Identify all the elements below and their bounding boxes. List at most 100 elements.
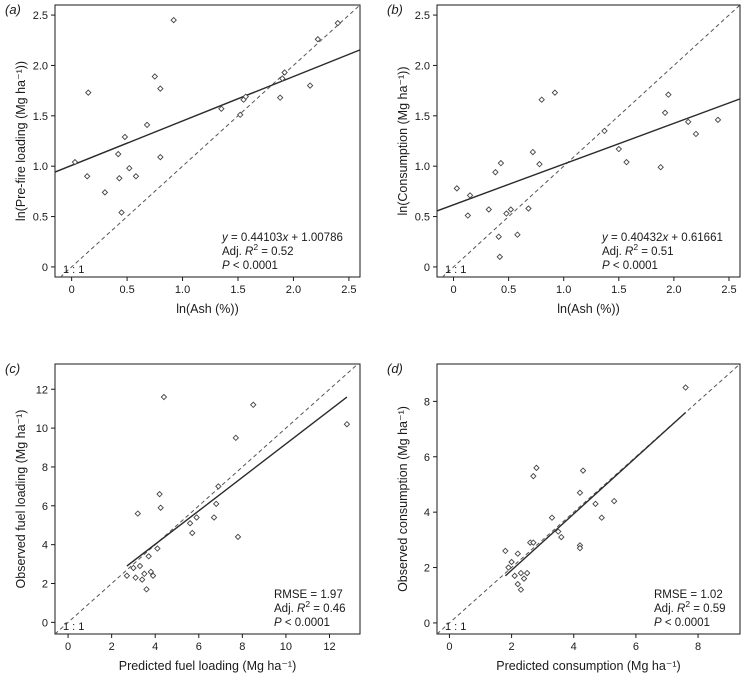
data-point (130, 564, 137, 572)
data-point (143, 121, 151, 129)
panel-d: 0 2 4 6 8 0 2 4 6 8 Predicted consumption (Mg ha⁻¹… (387, 361, 741, 673)
adj-r2-value: Adj. R2 = 0.59 (654, 599, 726, 615)
x-tick-label: 6 (633, 641, 639, 653)
data-point (154, 545, 161, 552)
data-point (533, 464, 540, 472)
plot-frame (436, 4, 741, 278)
x-tick-label: 1.0 (556, 284, 571, 296)
data-point (558, 533, 565, 541)
data-point (250, 401, 257, 409)
data-point (548, 514, 556, 521)
data-point (136, 562, 144, 570)
x-tick-label: 0 (65, 641, 71, 653)
y-tick-label: 2 (42, 578, 48, 590)
data-point (143, 586, 150, 593)
data-point (665, 91, 672, 98)
data-point (121, 133, 129, 141)
x-tick-label: 0 (450, 284, 456, 296)
data-point (210, 514, 218, 521)
data-point (657, 163, 664, 171)
y-tick-label: 8 (424, 396, 430, 408)
x-tick-label: 6 (196, 641, 202, 653)
data-point (576, 544, 584, 552)
y-tick-label: 6 (42, 501, 48, 513)
x-tick-label: 0.5 (501, 284, 516, 296)
data-point (234, 533, 242, 541)
data-point (236, 111, 244, 119)
data-point (215, 483, 222, 490)
data-point (276, 94, 284, 101)
line-layer (55, 5, 360, 277)
data-point (145, 553, 152, 560)
data-point (156, 490, 163, 498)
y-tick-label: 1.5 (33, 111, 48, 123)
data-point (160, 393, 168, 401)
data-point (496, 253, 504, 261)
data-point (601, 127, 608, 135)
data-point (242, 93, 250, 100)
data-point (507, 206, 515, 213)
data-point (157, 153, 164, 161)
data-point (610, 497, 618, 505)
data-point (189, 529, 196, 537)
data-point (505, 564, 512, 571)
data-point (623, 158, 630, 166)
y-tick-label: 2.5 (415, 10, 430, 22)
data-point (232, 434, 240, 442)
data-point (502, 547, 509, 555)
data-point (530, 472, 537, 480)
data-point (692, 130, 700, 138)
data-point (123, 572, 131, 579)
x-tick-label: 0.5 (119, 284, 134, 296)
data-point (453, 185, 461, 192)
y-tick-label: 1.0 (415, 161, 430, 173)
data-point (466, 192, 474, 199)
rmse-value: RMSE = 1.97 (274, 589, 343, 601)
x-tick-label: 10 (280, 641, 292, 653)
data-point (592, 500, 599, 508)
panel-label: (d) (387, 361, 403, 376)
y-tick-label: 4 (42, 540, 48, 552)
y-tick-label: 12 (36, 384, 48, 396)
rmse-value: RMSE = 1.02 (654, 589, 723, 601)
x-tick-label: 2.0 (666, 284, 681, 296)
x-tick-label: 4 (152, 641, 158, 653)
x-tick-label: 12 (323, 641, 335, 653)
panel-label: (a) (5, 2, 21, 17)
y-tick-label: 2.0 (33, 60, 48, 72)
data-point (661, 109, 669, 117)
x-axis-label: ln(Ash (%)) (557, 302, 620, 316)
data-point (71, 158, 79, 166)
adj-r2-value: Adj. R2 = 0.46 (274, 599, 346, 615)
y-tick-label: 8 (42, 462, 48, 474)
p-value: P < 0.0001 (274, 617, 330, 629)
data-point (126, 164, 133, 172)
x-tick-label: 2 (509, 641, 515, 653)
data-point (281, 69, 288, 76)
data-point (485, 206, 493, 213)
regression-equation: y = 0.40432x + 0.61661 (601, 232, 723, 244)
y-tick-label: 2 (424, 563, 430, 575)
data-point (157, 85, 164, 92)
plot-frame (436, 363, 741, 635)
data-point (517, 586, 525, 593)
panel-c: 0 2 4 6 8 10 12 0 2 4 6 8 10 12 Predicted fuel loading… (5, 361, 361, 673)
data-point (514, 550, 522, 557)
identity-label: 1 : 1 (63, 621, 84, 633)
y-tick-label: 1.5 (415, 111, 430, 123)
data-point (530, 539, 537, 546)
data-point (503, 210, 510, 217)
data-point (85, 89, 92, 96)
data-point (151, 73, 159, 80)
identity-line (55, 364, 359, 634)
plot-frame (54, 363, 361, 635)
y-axis-label: Observed consumption (Mg ha⁻¹) (396, 406, 410, 592)
p-value: P < 0.0001 (654, 617, 710, 629)
x-tick-label: 4 (571, 641, 577, 653)
identity-label: 1 : 1 (445, 264, 466, 276)
y-tick-label: 0.5 (33, 212, 48, 224)
data-point (538, 96, 545, 103)
data-point (334, 19, 342, 27)
line-layer (55, 364, 359, 634)
adj-r2-value: Adj. R2 = 0.51 (602, 242, 674, 258)
